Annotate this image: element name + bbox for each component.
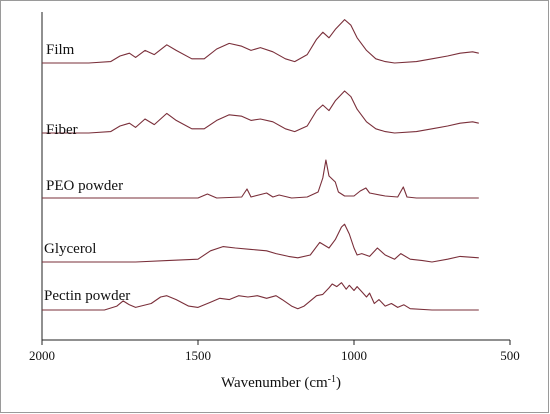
series-line-peo-powder <box>42 159 479 199</box>
series-label-glycerol: Glycerol <box>44 241 96 257</box>
x-axis-ticks: 2000 1500 1000 500 <box>29 340 520 363</box>
series-line-glycerol <box>42 223 479 263</box>
series-group: Film Fiber PEO powder Glycerol Pectin powder <box>42 19 479 311</box>
series-label-pectin-powder: Pectin powder <box>44 288 130 304</box>
x-axis-title: Wavenumber (cm-1) <box>221 374 341 392</box>
x-tick-label-1000: 1000 <box>341 348 367 363</box>
series-label-peo-powder: PEO powder <box>46 178 123 194</box>
series-label-fiber: Fiber <box>46 122 78 138</box>
x-tick-label-2000: 2000 <box>29 348 55 363</box>
series-label-film: Film <box>46 42 75 58</box>
series-line-film <box>42 19 479 64</box>
x-tick-label-1500: 1500 <box>185 348 211 363</box>
series-line-pectin-powder <box>42 282 479 311</box>
x-tick-label-500: 500 <box>500 348 520 363</box>
series-line-fiber <box>42 90 479 134</box>
